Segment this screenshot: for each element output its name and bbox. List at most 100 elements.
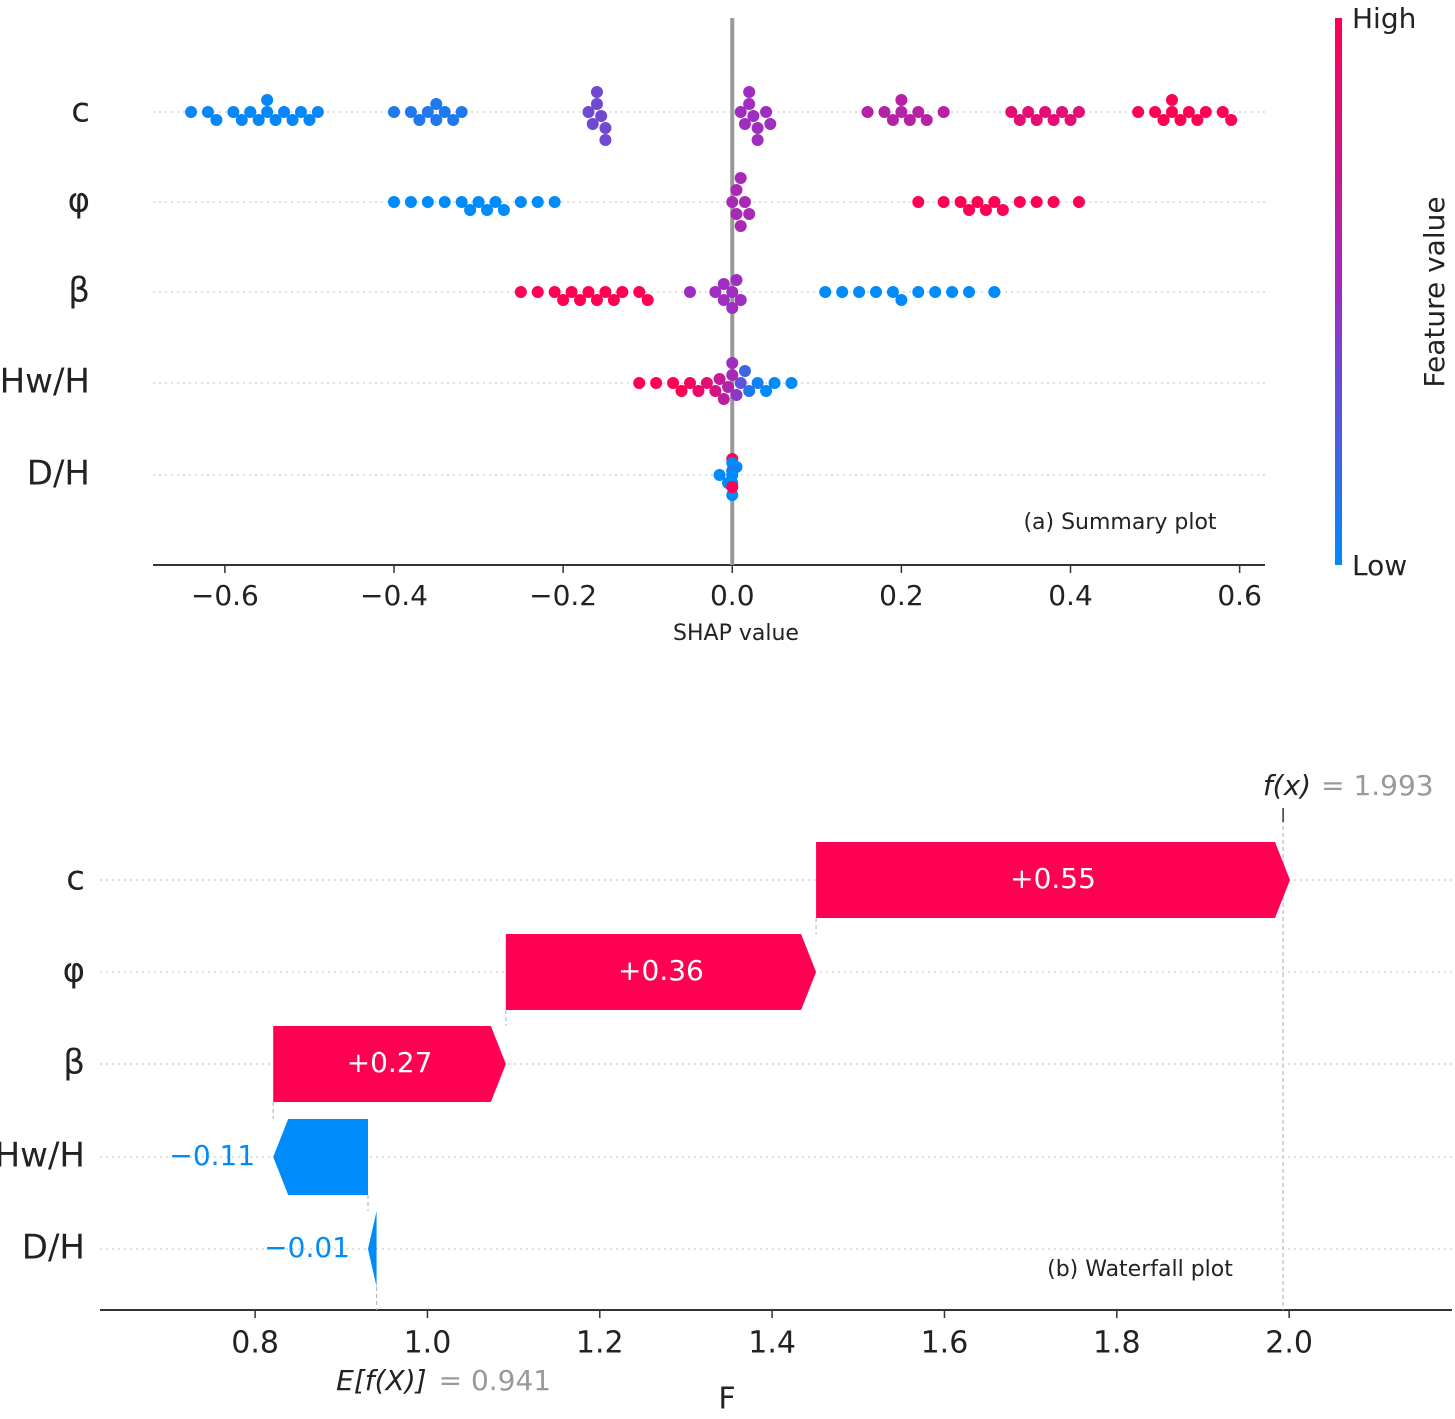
point [717,294,730,306]
point [514,286,527,298]
point [269,114,282,126]
y-tick-label: c [66,859,85,899]
point [650,377,663,389]
base-label: E[f(X)] [336,1364,426,1397]
point [1225,114,1238,126]
value-label: +0.27 [347,1046,433,1079]
point [903,114,916,126]
value-label: +0.55 [1010,862,1096,895]
point [751,377,764,389]
point [294,106,307,118]
point [988,286,1001,298]
point [912,106,925,118]
point [1216,106,1229,118]
point [481,204,494,216]
bar [273,1026,506,1102]
y-tick-label: Hw/H [0,1136,85,1176]
point [388,106,401,118]
point [895,94,908,106]
y-tick-label: φ [63,951,85,991]
point [1013,114,1026,126]
point [582,286,595,298]
point [1064,114,1077,126]
point [738,118,751,130]
point [996,204,1009,216]
point [278,106,291,118]
point [404,196,417,208]
point [886,286,899,298]
point [1072,196,1085,208]
point [722,381,735,393]
point [1030,196,1043,208]
point [1157,114,1170,126]
point [709,286,722,298]
point [878,106,891,118]
x-tick-label: 0.2 [879,579,924,612]
x-axis-label: F [718,1382,735,1417]
x-tick-label: 1.4 [748,1326,796,1361]
point [261,106,274,118]
point [557,294,570,306]
y-tick-label: β [68,271,90,311]
point [641,294,654,306]
point [1013,196,1026,208]
y-tick-label: D/H [22,1228,85,1268]
y-tick-label: φ [68,181,90,221]
point [764,118,777,130]
point [311,106,324,118]
point [675,385,688,397]
point [709,385,722,397]
point [599,286,612,298]
colorbar-label: Feature value [1418,196,1451,387]
point [734,377,747,389]
point [1132,106,1145,118]
point [895,294,908,306]
x-tick-label: 0.8 [231,1326,279,1361]
point [447,114,460,126]
point [979,204,992,216]
point [971,196,984,208]
value-label: +0.36 [618,954,704,987]
point [717,278,730,290]
point [785,377,798,389]
y-tick-label: c [71,91,90,131]
point [988,196,1001,208]
point [730,389,743,401]
bar [816,842,1291,918]
point [751,134,764,146]
point [1030,114,1043,126]
point [667,377,680,389]
point [607,294,620,306]
point [1072,106,1085,118]
bar [367,1211,377,1287]
point [963,204,976,216]
point [531,286,544,298]
point [1199,106,1212,118]
point [404,106,417,118]
x-tick-label: −0.2 [529,579,597,612]
point [743,98,756,110]
point [303,114,316,126]
point [819,286,832,298]
point [1149,106,1162,118]
point [590,98,603,110]
point [413,114,426,126]
point [738,196,751,208]
point [870,286,883,298]
point [235,114,248,126]
point [929,286,942,298]
point [1182,106,1195,118]
x-tick-label: 1.8 [1093,1326,1141,1361]
point [726,286,739,298]
x-tick-label: −0.4 [360,579,428,612]
point [616,286,629,298]
point [595,110,608,122]
point [730,274,743,286]
point [734,220,747,232]
point [599,134,612,146]
point [1174,114,1187,126]
annotation: (a) Summary plot [1023,510,1216,535]
point [717,393,730,405]
point [963,286,976,298]
x-tick-label: 0.6 [1217,579,1262,612]
